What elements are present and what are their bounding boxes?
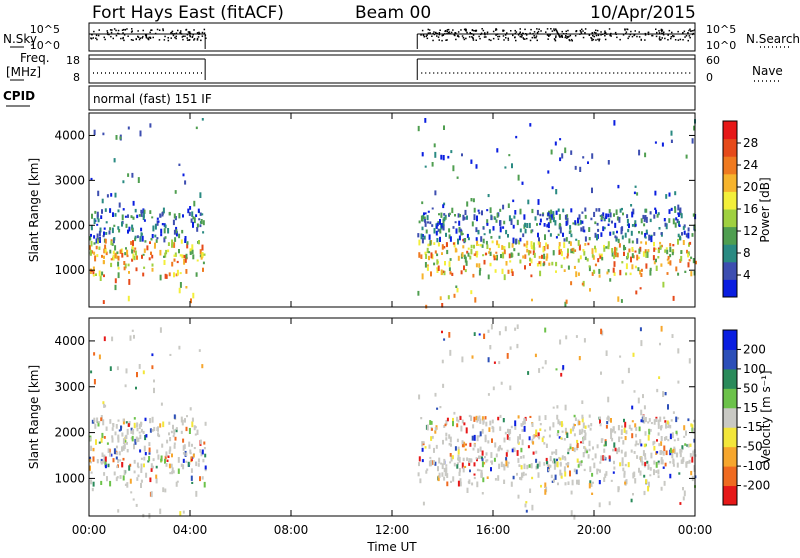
nave-tick-bottom: 0	[706, 71, 713, 84]
colorbar-frame	[722, 329, 738, 506]
colorbar-tick-label: 200	[743, 342, 766, 356]
y-tick-label: 4000	[54, 334, 85, 348]
nave-tick-top: 60	[706, 54, 720, 67]
x-tick-label: 00:00	[678, 523, 713, 537]
velocity-colorbar-label: Velocity [m s⁻¹]	[759, 370, 773, 463]
colorbar-swatch	[723, 156, 737, 175]
x-axis-ticks: 00:00 04:00 08:00 12:00 16:00 20:00 00:00	[72, 523, 713, 537]
colorbar-swatch	[723, 407, 737, 428]
colorbar-swatch	[723, 330, 737, 350]
colorbars: 4 8 12 16 20 24 28 200 100 50 15 -15 -50 -100 -200	[722, 120, 770, 506]
colorbar-swatch	[723, 466, 737, 487]
colorbar-swatch	[723, 209, 737, 228]
colorbar-swatch	[723, 279, 737, 298]
y-tick-label: 2000	[54, 218, 85, 232]
cpid-text: normal (fast) 151 IF	[93, 92, 212, 106]
colorbar-tick-label: 28	[743, 136, 758, 150]
freq-label-2: [MHz]	[6, 65, 41, 79]
colorbar-swatch	[723, 485, 737, 506]
colorbar-tick-label: 24	[743, 158, 758, 172]
nsearch-label: N.Search	[746, 32, 800, 46]
y-tick-label: 2000	[54, 426, 85, 440]
power-panel: 1000 2000 3000 4000	[54, 112, 697, 309]
y-tick-label: 3000	[54, 173, 85, 187]
power-colorbar-label: Power [dB]	[758, 177, 772, 242]
strip-traces	[88, 28, 696, 80]
nsky-strip-frame	[88, 22, 696, 52]
velocity-panel: 1000 2000 3000 4000	[54, 317, 697, 520]
colorbar-swatch	[723, 173, 737, 192]
colorbar-swatch	[723, 121, 737, 140]
colorbar-swatch	[723, 261, 737, 280]
x-tick-label: 00:00	[72, 523, 107, 537]
y-tick-label: 1000	[54, 471, 85, 485]
x-tick-label: 08:00	[274, 523, 309, 537]
colorbar-tick-label: -50	[743, 440, 763, 454]
colorbar-swatch	[723, 226, 737, 245]
freq-label-1: Freq.	[20, 51, 50, 65]
colorbar-tick-label: 100	[743, 362, 766, 376]
y-tick-label: 1000	[54, 263, 85, 277]
colorbar-tick-label: 12	[743, 224, 758, 238]
nsky-tick-bottom: 10^0	[30, 39, 60, 52]
colorbar-tick-label: 4	[743, 268, 751, 282]
x-tick-label: 20:00	[577, 523, 612, 537]
x-tick-label: 04:00	[173, 523, 208, 537]
nsky-label: N.Sky	[3, 32, 37, 46]
colorbar-swatch	[723, 244, 737, 263]
x-tick-label: 16:00	[476, 523, 511, 537]
panel-frame	[88, 112, 696, 308]
nsearch-tick-bottom: 10^0	[706, 39, 736, 52]
colorbar-tick-label: 20	[743, 180, 758, 194]
x-tick-label: 12:00	[375, 523, 410, 537]
cpid-strip-frame	[88, 85, 696, 111]
colorbar-tick-label: 16	[743, 202, 758, 216]
x-axis-label: Time UT	[366, 540, 417, 554]
nsky-tick-top: 10^5	[30, 23, 60, 36]
colorbar-tick-label: 15	[743, 401, 758, 415]
station-title: Fort Hays East (fitACF)	[92, 3, 284, 23]
power-ylabel: Slant Range [km]	[27, 158, 41, 262]
backscatter-texture	[89, 118, 697, 309]
colorbar-swatch	[723, 138, 737, 157]
cpid-label: CPID	[3, 89, 35, 103]
backscatter-texture	[89, 324, 697, 520]
colorbar-swatch	[723, 446, 737, 467]
freq-tick-top: 18	[66, 54, 80, 67]
y-tick-label: 4000	[54, 128, 85, 142]
nsearch-tick-top: 10^5	[706, 23, 736, 36]
colorbar-tick-label: -100	[743, 459, 770, 473]
colorbar-swatch	[723, 349, 737, 370]
freq-tick-bottom: 8	[73, 71, 80, 84]
colorbar-tick-label: 50	[743, 381, 758, 395]
colorbar-tick-label: 8	[743, 246, 751, 260]
colorbar-swatch	[723, 368, 737, 389]
nave-label: Nave	[752, 64, 783, 78]
colorbar-swatch	[723, 427, 737, 448]
velocity-ylabel: Slant Range [km]	[27, 365, 41, 469]
colorbar-tick-label: -15	[743, 420, 763, 434]
colorbar-swatch	[723, 191, 737, 210]
date-title: 10/Apr/2015	[590, 3, 696, 23]
colorbar-tick-label: -200	[743, 479, 770, 493]
beam-title: Beam 00	[355, 3, 431, 23]
y-tick-label: 3000	[54, 380, 85, 394]
colorbar-swatch	[723, 388, 737, 409]
